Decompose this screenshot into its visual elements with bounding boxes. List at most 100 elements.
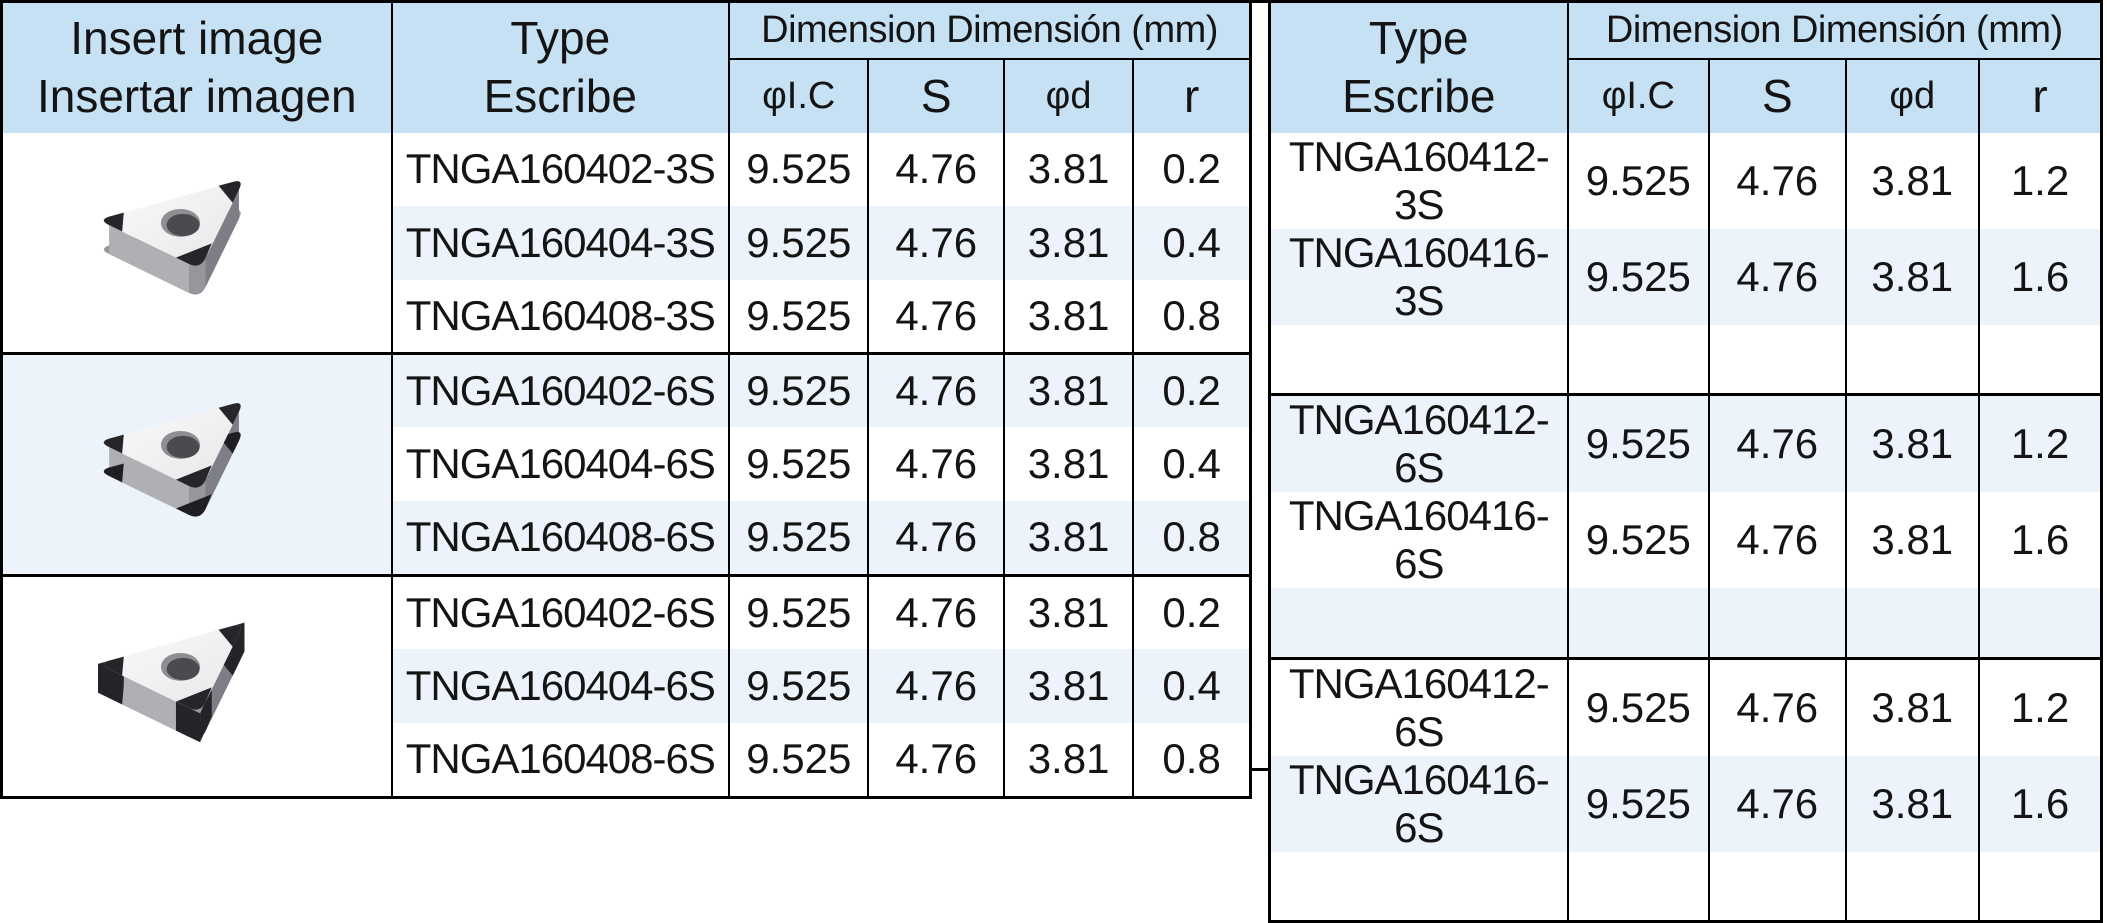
insert-photo-cell-group3 xyxy=(0,573,393,797)
insert-photo-cell-group1 xyxy=(0,132,393,353)
s-cell: 4.76 xyxy=(867,132,1005,206)
corner-tips xyxy=(103,402,241,488)
s-cell: 4.76 xyxy=(867,723,1005,797)
type-cell: TNGA160408-6S xyxy=(390,723,731,797)
type-cell: TNGA160416-6S xyxy=(1268,755,1569,852)
r-cell: 1.6 xyxy=(1978,492,2103,588)
r-cell: 1.2 xyxy=(1978,393,2103,492)
s-cell: 4.76 xyxy=(867,649,1005,723)
insert-right-wall xyxy=(205,189,239,287)
ic-cell: 9.525 xyxy=(1566,228,1711,325)
center-hole xyxy=(160,652,200,681)
type-cell: TNGA160402-6S xyxy=(390,351,731,427)
d-cell: 3.81 xyxy=(1002,351,1135,427)
col-header-s-left: S xyxy=(867,58,1005,133)
d-cell: 3.81 xyxy=(1002,279,1135,353)
r-cell: 0.4 xyxy=(1132,427,1252,501)
corner-tips xyxy=(103,624,241,710)
d-cell: 3.81 xyxy=(1002,573,1135,649)
ic-cell xyxy=(1566,851,1711,922)
type-cell: TNGA160416-3S xyxy=(1268,228,1569,325)
type-cell xyxy=(1268,851,1569,922)
col-header-r-left: r xyxy=(1132,58,1252,133)
type-header-en: Type xyxy=(510,12,611,65)
type-cell: TNGA160404-3S xyxy=(390,206,731,280)
corner-tips xyxy=(103,180,241,266)
ic-cell xyxy=(1566,588,1711,658)
r-cell: 0.8 xyxy=(1132,501,1252,575)
type-header-left: Type Escribe xyxy=(390,1,731,133)
insert-image-header: Insert image Insertar imagen xyxy=(0,1,393,133)
s-cell: 4.76 xyxy=(867,501,1005,575)
s-cell: 4.76 xyxy=(1708,755,1847,852)
center-hole xyxy=(160,208,200,237)
ic-cell: 9.525 xyxy=(728,723,870,797)
r-cell: 0.4 xyxy=(1132,206,1252,280)
r-cell: 0.8 xyxy=(1132,723,1252,797)
s-cell: 4.76 xyxy=(867,573,1005,649)
d-cell: 3.81 xyxy=(1002,649,1135,723)
r-cell: 0.2 xyxy=(1132,573,1252,649)
r-cell: 1.2 xyxy=(1978,656,2103,756)
insert-left-wall xyxy=(108,446,189,515)
r-cell: 0.4 xyxy=(1132,649,1252,723)
d-cell: 3.81 xyxy=(1002,723,1135,797)
d-cell xyxy=(1844,851,1981,922)
s-cell: 4.76 xyxy=(1708,132,1847,229)
s-cell: 4.76 xyxy=(867,351,1005,427)
col-header-r-right: r xyxy=(1978,58,2103,133)
s-cell xyxy=(1708,588,1847,658)
s-cell: 4.76 xyxy=(867,279,1005,353)
spec-table-right: Type Escribe Dimension Dimensión (mm) φI… xyxy=(1268,0,2103,923)
ic-cell: 9.525 xyxy=(728,501,870,575)
r-cell: 0.2 xyxy=(1132,351,1252,427)
r-cell: 1.6 xyxy=(1978,755,2103,852)
type-header-right: Type Escribe xyxy=(1268,1,1569,133)
col-header-ic-left: φI.C xyxy=(728,58,870,133)
s-cell: 4.76 xyxy=(1708,393,1847,492)
ic-cell: 9.525 xyxy=(1566,393,1711,492)
insert-left-wall xyxy=(108,668,189,737)
type-cell xyxy=(1268,588,1569,658)
d-cell: 3.81 xyxy=(1002,132,1135,206)
r-cell: 1.6 xyxy=(1978,228,2103,325)
center-hole xyxy=(160,430,200,459)
type-cell: TNGA160404-6S xyxy=(390,427,731,501)
d-cell: 3.81 xyxy=(1844,492,1981,588)
d-cell: 3.81 xyxy=(1844,755,1981,852)
d-cell: 3.81 xyxy=(1002,427,1135,501)
ic-cell: 9.525 xyxy=(1566,656,1711,756)
type-cell: TNGA160412-3S xyxy=(1268,132,1569,229)
insert-photo-cell-group2 xyxy=(0,351,393,575)
d-cell: 3.81 xyxy=(1002,206,1135,280)
ic-cell: 9.525 xyxy=(1566,132,1711,229)
r-cell: 1.2 xyxy=(1978,132,2103,229)
s-cell: 4.76 xyxy=(867,206,1005,280)
d-cell xyxy=(1844,324,1981,395)
s-cell xyxy=(1708,851,1847,922)
col-header-d-right: φd xyxy=(1844,58,1981,133)
type-cell: TNGA160404-6S xyxy=(390,649,731,723)
r-cell xyxy=(1978,588,2103,658)
type-cell: TNGA160412-6S xyxy=(1268,393,1569,492)
type-header-en: Type xyxy=(1368,12,1469,65)
insert-6s-full-height-corner-tips-icon xyxy=(97,622,245,742)
dimension-header-right: Dimension Dimensión (mm) xyxy=(1566,1,2103,60)
s-cell: 4.76 xyxy=(1708,492,1847,588)
r-cell: 0.8 xyxy=(1132,279,1252,353)
col-header-ic-right: φI.C xyxy=(1566,58,1711,133)
r-cell xyxy=(1978,851,2103,922)
s-cell: 4.76 xyxy=(1708,656,1847,756)
type-header-es: Escribe xyxy=(1342,69,1496,122)
ic-cell: 9.525 xyxy=(728,279,870,353)
d-cell: 3.81 xyxy=(1844,656,1981,756)
ic-cell xyxy=(1566,324,1711,395)
ic-cell: 9.525 xyxy=(728,427,870,501)
type-cell: TNGA160408-3S xyxy=(390,279,731,353)
type-header-es: Escribe xyxy=(483,69,637,122)
d-cell: 3.81 xyxy=(1844,132,1981,229)
s-cell xyxy=(1708,324,1847,395)
col-header-s-right: S xyxy=(1708,58,1847,133)
insert-left-wall xyxy=(108,224,189,293)
